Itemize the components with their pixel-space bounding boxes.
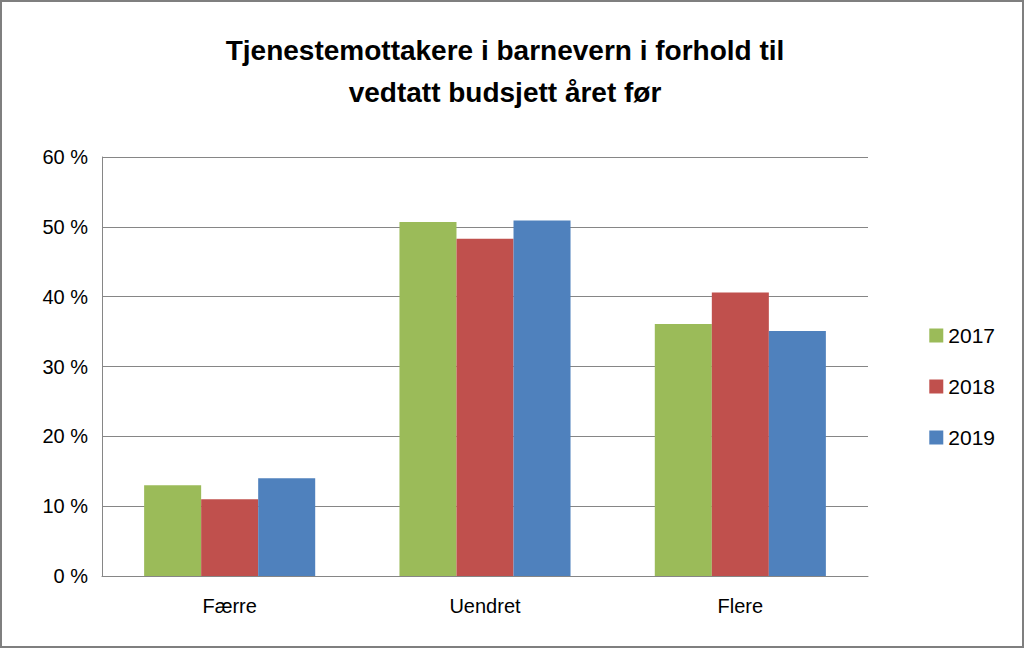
svg-text:Færre: Færre bbox=[202, 595, 256, 617]
svg-text:Uendret: Uendret bbox=[449, 595, 521, 617]
svg-text:30 %: 30 % bbox=[42, 356, 88, 378]
svg-text:Flere: Flere bbox=[718, 595, 764, 617]
svg-text:vedtatt budsjett året før: vedtatt budsjett året før bbox=[349, 77, 662, 108]
svg-text:60 %: 60 % bbox=[42, 146, 88, 168]
svg-text:0 %: 0 % bbox=[54, 565, 89, 587]
svg-text:2018: 2018 bbox=[948, 375, 995, 398]
svg-text:20 %: 20 % bbox=[42, 425, 88, 447]
svg-text:2019: 2019 bbox=[948, 426, 995, 449]
svg-text:10 %: 10 % bbox=[42, 495, 88, 517]
svg-text:50 %: 50 % bbox=[42, 216, 88, 238]
svg-text:Tjenestemottakere i barnevern: Tjenestemottakere i barnevern i forhold … bbox=[226, 35, 785, 66]
svg-text:40 %: 40 % bbox=[42, 286, 88, 308]
svg-text:2017: 2017 bbox=[948, 324, 995, 347]
